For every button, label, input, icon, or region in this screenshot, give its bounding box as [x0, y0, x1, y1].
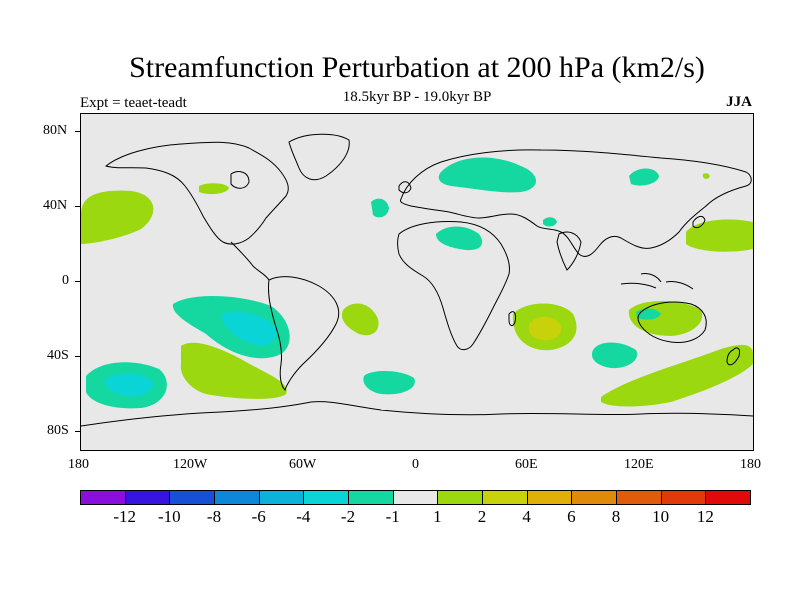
lat-label: 40N	[43, 198, 68, 213]
coast-australia	[637, 301, 707, 343]
colorbar-label: -4	[296, 507, 311, 526]
colorbar-label: 8	[611, 507, 621, 526]
experiment-label: Expt = teaet-teadt	[80, 95, 187, 111]
colorbar-label: -1	[385, 507, 400, 526]
colorbar-box	[482, 490, 528, 505]
lon-label: 120W	[173, 457, 208, 472]
colorbar-label: -10	[157, 507, 181, 526]
region-negative-n-africa	[436, 226, 483, 251]
region-positive-indian-core	[528, 316, 562, 341]
coast-india	[556, 231, 582, 271]
colorbar-label: -2	[340, 507, 356, 526]
colorbar-label: -8	[206, 507, 222, 526]
colorbar-box	[348, 490, 394, 505]
colorbar-box	[169, 490, 215, 505]
coast-madagascar	[508, 311, 516, 327]
colorbar-box	[660, 490, 707, 505]
region-positive-s-pacific	[180, 342, 287, 399]
colorbar	[80, 490, 751, 505]
colorbar-box	[616, 490, 662, 505]
lon-label: 180	[740, 457, 761, 472]
coast-uk	[398, 181, 412, 194]
colorbar-label: -12	[113, 507, 136, 526]
colorbar-box	[258, 490, 305, 505]
colorbar-label: 1	[433, 507, 442, 526]
region-positive-s-pacific-east	[601, 344, 753, 407]
chart-title: Streamfunction Perturbation at 200 hPa (…	[129, 51, 705, 84]
colorbar-box	[392, 490, 439, 505]
colorbar-box	[437, 490, 483, 505]
region-negative-sw-pacific-core	[105, 373, 154, 397]
coast-africa	[397, 221, 510, 351]
colorbar-box	[303, 490, 349, 505]
region-positive-s-atlantic	[341, 303, 379, 336]
coast-antarctica	[81, 401, 753, 427]
map-svg	[81, 114, 753, 450]
lat-tick	[75, 206, 80, 207]
lon-label: 60W	[289, 457, 317, 472]
colorbar-label: 4	[522, 507, 531, 526]
lat-label: 40S	[47, 348, 69, 363]
colorbar-box	[571, 490, 617, 505]
coast-greenland	[288, 133, 350, 181]
lat-label: 0	[62, 273, 69, 288]
region-positive-na-small	[199, 183, 229, 195]
coastlines	[81, 133, 753, 427]
coast-south-america	[268, 276, 340, 391]
lat-label: 80S	[47, 423, 69, 438]
colorbar-box	[705, 490, 751, 505]
region-negative-s-atlantic-south	[363, 370, 415, 395]
region-negative-atlantic-small	[371, 198, 389, 218]
coast-indonesia	[620, 273, 694, 290]
lat-tick	[75, 281, 80, 282]
colorbar-box	[214, 490, 260, 505]
coast-hudson	[230, 171, 250, 189]
region-negative-siberia	[629, 168, 659, 186]
colorbar-label: -6	[251, 507, 266, 526]
region-negative-arabia	[543, 217, 557, 227]
colorbar-label: 12	[696, 507, 714, 526]
region-negative-se-pacific-core	[221, 312, 277, 346]
colorbar-label: 2	[477, 507, 487, 526]
contour-fills	[81, 157, 753, 409]
coast-japan	[692, 215, 706, 229]
lon-label: 120E	[624, 457, 654, 472]
colorbar-box	[124, 490, 171, 505]
region-negative-eurasia	[438, 157, 536, 193]
coast-new-zealand	[726, 347, 740, 366]
colorbar-label: 10	[652, 507, 670, 526]
region-negative-s-indian	[591, 342, 638, 369]
lon-label: 0	[412, 457, 419, 472]
region-positive-np-east	[686, 219, 753, 252]
region-positive-kamchatka	[702, 173, 710, 179]
lat-label: 80N	[43, 123, 68, 138]
map-panel	[80, 113, 754, 451]
coast-eurasia	[400, 149, 752, 257]
lat-tick	[75, 431, 80, 432]
colorbar-box	[526, 490, 573, 505]
lat-tick	[75, 356, 80, 357]
colorbar-box	[80, 490, 126, 505]
lon-label: 180	[68, 457, 89, 472]
season-label: JJA	[726, 94, 752, 110]
coast-north-america	[104, 141, 289, 245]
chart-subtitle: 18.5kyr BP - 19.0kyr BP	[342, 89, 492, 105]
colorbar-label: 6	[567, 507, 576, 526]
region-positive-np-west	[81, 190, 154, 244]
lon-label: 60E	[515, 457, 538, 472]
lat-tick	[75, 131, 80, 132]
coast-central-america	[230, 241, 270, 281]
